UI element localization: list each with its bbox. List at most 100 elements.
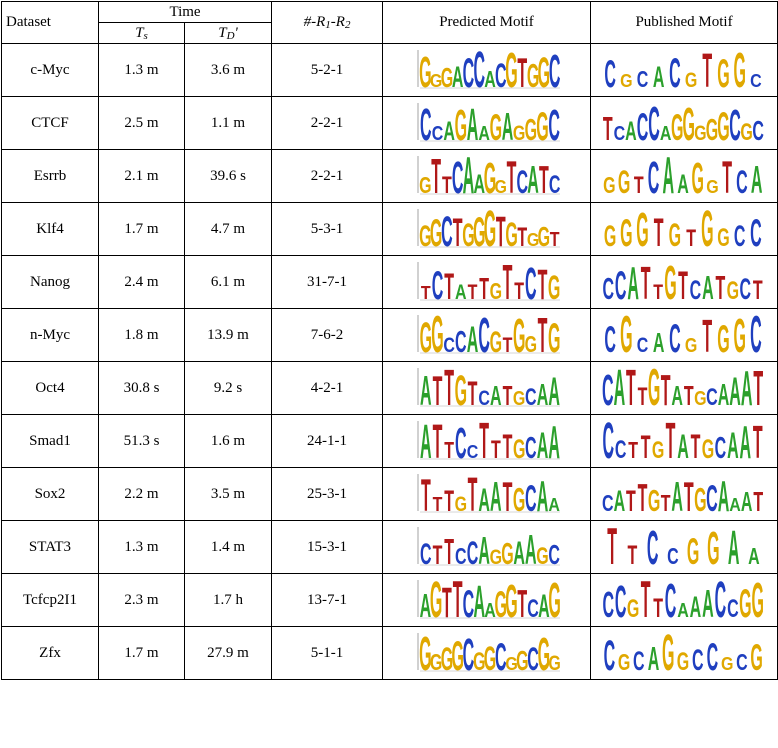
logo-letter: T xyxy=(753,485,763,517)
logo-letter: G xyxy=(733,47,745,93)
table-row: Zfx 1.7 m 27.9 m 5-1-1 G G G G C G G C G G C G G C G C A G G C C… xyxy=(1,626,778,680)
ts-cell: 1.8 m xyxy=(98,308,185,362)
logo-letter: A xyxy=(677,599,689,621)
ts-cell: 2.2 m xyxy=(98,467,185,521)
logo-letter: G xyxy=(687,532,699,570)
td-cell: 1.4 m xyxy=(183,520,273,574)
logo-letter: G xyxy=(489,545,501,569)
logo-letter: T xyxy=(506,153,516,199)
published-motif-header: Published Motif xyxy=(590,1,778,44)
logo-letter: G xyxy=(501,538,513,570)
td-header: TD' xyxy=(183,22,273,44)
logo-letter: C xyxy=(548,171,560,199)
logo-letter: A xyxy=(473,577,485,623)
logo-letter: C xyxy=(734,221,746,252)
logo-letter: G xyxy=(419,48,431,93)
logo-letter: G xyxy=(620,312,632,358)
logo-letter: A xyxy=(484,599,496,621)
dataset-cell: n-Myc xyxy=(1,308,99,362)
logo-letter: G xyxy=(692,154,704,199)
logo-letter: A xyxy=(627,259,639,305)
table-row: Klf4 1.7 m 4.7 m 5-3-1 G G C T G G G T G T G G T G G G T G T G G… xyxy=(1,202,778,256)
table-row: Tcfcp2I1 2.3 m 1.7 h 13-7-1 A G T T C A A G G T C A G C C G… xyxy=(1,573,778,627)
logo-letter: T xyxy=(420,471,430,517)
logo-letter: T xyxy=(638,477,648,517)
logo-letter: G xyxy=(419,630,431,676)
logo-letter: T xyxy=(432,540,442,570)
logo-letter: T xyxy=(607,524,617,570)
logo-letter: C xyxy=(614,122,626,144)
logo-letter: G xyxy=(483,639,495,676)
logo-letter: G xyxy=(547,268,559,305)
logo-letter: A xyxy=(702,583,714,623)
logo-letter: T xyxy=(638,383,648,411)
logo-letter: T xyxy=(537,312,547,358)
logo-letter: G xyxy=(752,577,764,623)
logo-letter: G xyxy=(419,221,431,252)
logo-letter: G xyxy=(694,121,706,145)
ts-cell: 30.8 s xyxy=(98,361,185,415)
logo-letter: A xyxy=(690,592,702,623)
logo-letter: G xyxy=(669,218,681,252)
logo-letter: C xyxy=(690,275,702,305)
td-cell: 39.6 s xyxy=(183,149,273,203)
logo-letter: A xyxy=(501,106,513,146)
logo-letter: A xyxy=(677,169,689,199)
logo-letter: C xyxy=(602,418,614,464)
logo-letter: C xyxy=(604,320,616,358)
logo-letter: G xyxy=(547,315,559,358)
motif-table: Dataset Time #-R1-R2 Predicted Motif Pub… xyxy=(1,1,778,680)
logo-letter: C xyxy=(527,595,539,623)
logo-letter: T xyxy=(549,228,559,250)
logo-letter: A xyxy=(727,426,739,464)
logo-letter: T xyxy=(702,47,712,93)
logo-letter: A xyxy=(741,365,753,411)
logo-letter: T xyxy=(479,418,489,464)
logo-letter: A xyxy=(538,589,550,623)
logo-letter: T xyxy=(444,486,454,517)
logo-letter: C xyxy=(750,212,762,252)
logo-letter: A xyxy=(663,153,675,199)
logo-letter: C xyxy=(665,577,677,623)
rounds-cell: 15-3-1 xyxy=(271,520,384,574)
logo-letter: A xyxy=(536,379,548,411)
logo-letter: A xyxy=(419,586,431,623)
logo-letter: A xyxy=(548,370,560,411)
dataset-cell: STAT3 xyxy=(1,520,99,574)
logo-letter: C xyxy=(740,274,752,305)
td-cell: 9.2 s xyxy=(183,361,273,415)
logo-letter: G xyxy=(671,108,683,146)
logo-letter: T xyxy=(502,333,512,357)
td-cell: 3.6 m xyxy=(183,43,273,97)
dataset-cell: Esrrb xyxy=(1,149,99,203)
logo-letter: A xyxy=(548,494,560,515)
logo-letter: C xyxy=(706,479,718,517)
dataset-header: Dataset xyxy=(1,1,99,44)
logo-letter: T xyxy=(431,153,441,199)
logo-letter: G xyxy=(505,577,517,623)
logo-letter: C xyxy=(516,165,528,199)
logo-letter: T xyxy=(490,436,500,464)
logo-letter: T xyxy=(654,211,664,252)
logo-letter: A xyxy=(462,153,474,199)
td-cell: 1.1 m xyxy=(183,96,273,150)
logo-letter: A xyxy=(490,379,502,411)
ts-cell: 1.3 m xyxy=(98,520,185,574)
logo-letter: T xyxy=(495,208,505,252)
logo-letter: C xyxy=(431,264,443,305)
logo-letter: G xyxy=(489,279,501,304)
logo-letter: G xyxy=(505,215,517,252)
rounds-cell: 4-2-1 xyxy=(271,361,384,415)
logo-letter: T xyxy=(517,583,527,623)
logo-letter: T xyxy=(653,593,663,623)
logo-letter: C xyxy=(736,165,748,199)
logo-letter: G xyxy=(677,648,689,676)
rounds-header: #-R1-R2 xyxy=(271,1,384,44)
